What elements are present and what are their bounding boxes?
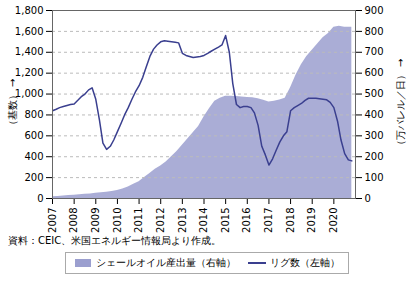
svg-text:1,800: 1,800 — [15, 5, 44, 16]
svg-text:600: 600 — [365, 67, 384, 78]
svg-text:2010: 2010 — [112, 208, 123, 233]
svg-text:2012: 2012 — [155, 208, 166, 233]
svg-text:800: 800 — [365, 26, 384, 37]
svg-text:（万バレル／日） →: （万バレル／日） → — [395, 59, 406, 151]
svg-text:800: 800 — [24, 109, 43, 120]
svg-text:0: 0 — [37, 193, 43, 204]
svg-text:2009: 2009 — [90, 208, 101, 233]
svg-text:2007: 2007 — [47, 208, 58, 233]
svg-text:200: 200 — [365, 151, 384, 162]
svg-text:300: 300 — [365, 130, 384, 141]
svg-text:500: 500 — [365, 88, 384, 99]
svg-text:2008: 2008 — [68, 208, 79, 233]
svg-text:700: 700 — [365, 46, 384, 57]
svg-text:200: 200 — [24, 172, 43, 183]
svg-text:2015: 2015 — [220, 208, 231, 233]
svg-text:1,600: 1,600 — [15, 26, 44, 37]
svg-text:2017: 2017 — [263, 208, 274, 233]
svg-text:400: 400 — [24, 151, 43, 162]
svg-text:1,200: 1,200 — [15, 67, 44, 78]
svg-text:2016: 2016 — [241, 208, 252, 233]
svg-text:2011: 2011 — [133, 208, 144, 233]
svg-text:100: 100 — [365, 172, 384, 183]
svg-text:2014: 2014 — [198, 208, 209, 233]
svg-text:2020: 2020 — [328, 208, 339, 233]
html-text:シェールオイル産出量（右軸）: シェールオイル産出量（右軸） — [95, 257, 236, 268]
svg-text:900: 900 — [365, 5, 384, 16]
svg-text:2019: 2019 — [306, 208, 317, 233]
svg-text:（基数） →: （基数） → — [7, 79, 18, 131]
svg-text:1,000: 1,000 — [15, 88, 44, 99]
svg-text:600: 600 — [24, 130, 43, 141]
svg-text:0: 0 — [365, 193, 371, 204]
svg-text:2018: 2018 — [285, 208, 296, 233]
svg-text:2013: 2013 — [177, 208, 188, 233]
svg-text:1,400: 1,400 — [15, 46, 44, 57]
html-text:資料：CEIC、米国エネルギー情報局より作成。: 資料：CEIC、米国エネルギー情報局より作成。 — [8, 235, 222, 246]
html-text:リグ数（左軸）: リグ数（左軸） — [269, 257, 340, 268]
svg-text:400: 400 — [365, 109, 384, 120]
